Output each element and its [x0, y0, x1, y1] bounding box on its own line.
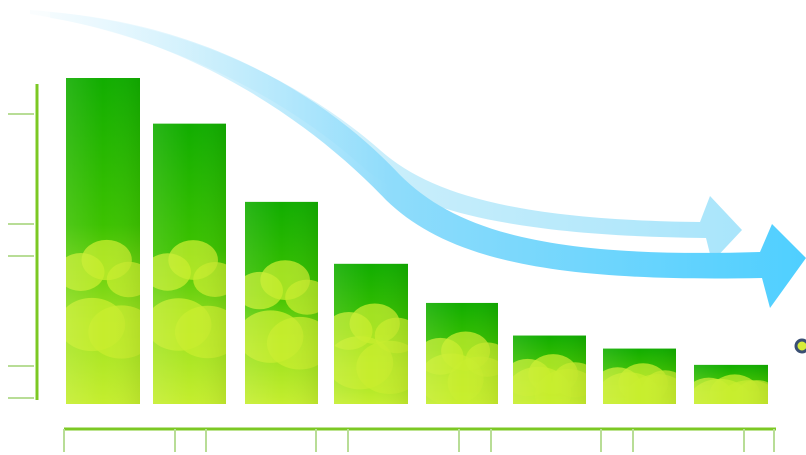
y-axis	[8, 84, 39, 400]
bars	[66, 78, 768, 405]
bar	[513, 335, 586, 405]
x-axis	[63, 427, 776, 452]
trend-arrows	[30, 10, 806, 308]
trend-arrow-light	[30, 10, 742, 262]
bar	[153, 123, 226, 404]
bar	[603, 348, 676, 404]
bullet-marker	[794, 338, 806, 354]
trend-arrow-bright	[50, 12, 806, 308]
bar	[334, 263, 408, 404]
bar	[694, 364, 768, 405]
bar	[66, 78, 140, 404]
bar	[245, 201, 318, 404]
bar	[426, 302, 498, 404]
